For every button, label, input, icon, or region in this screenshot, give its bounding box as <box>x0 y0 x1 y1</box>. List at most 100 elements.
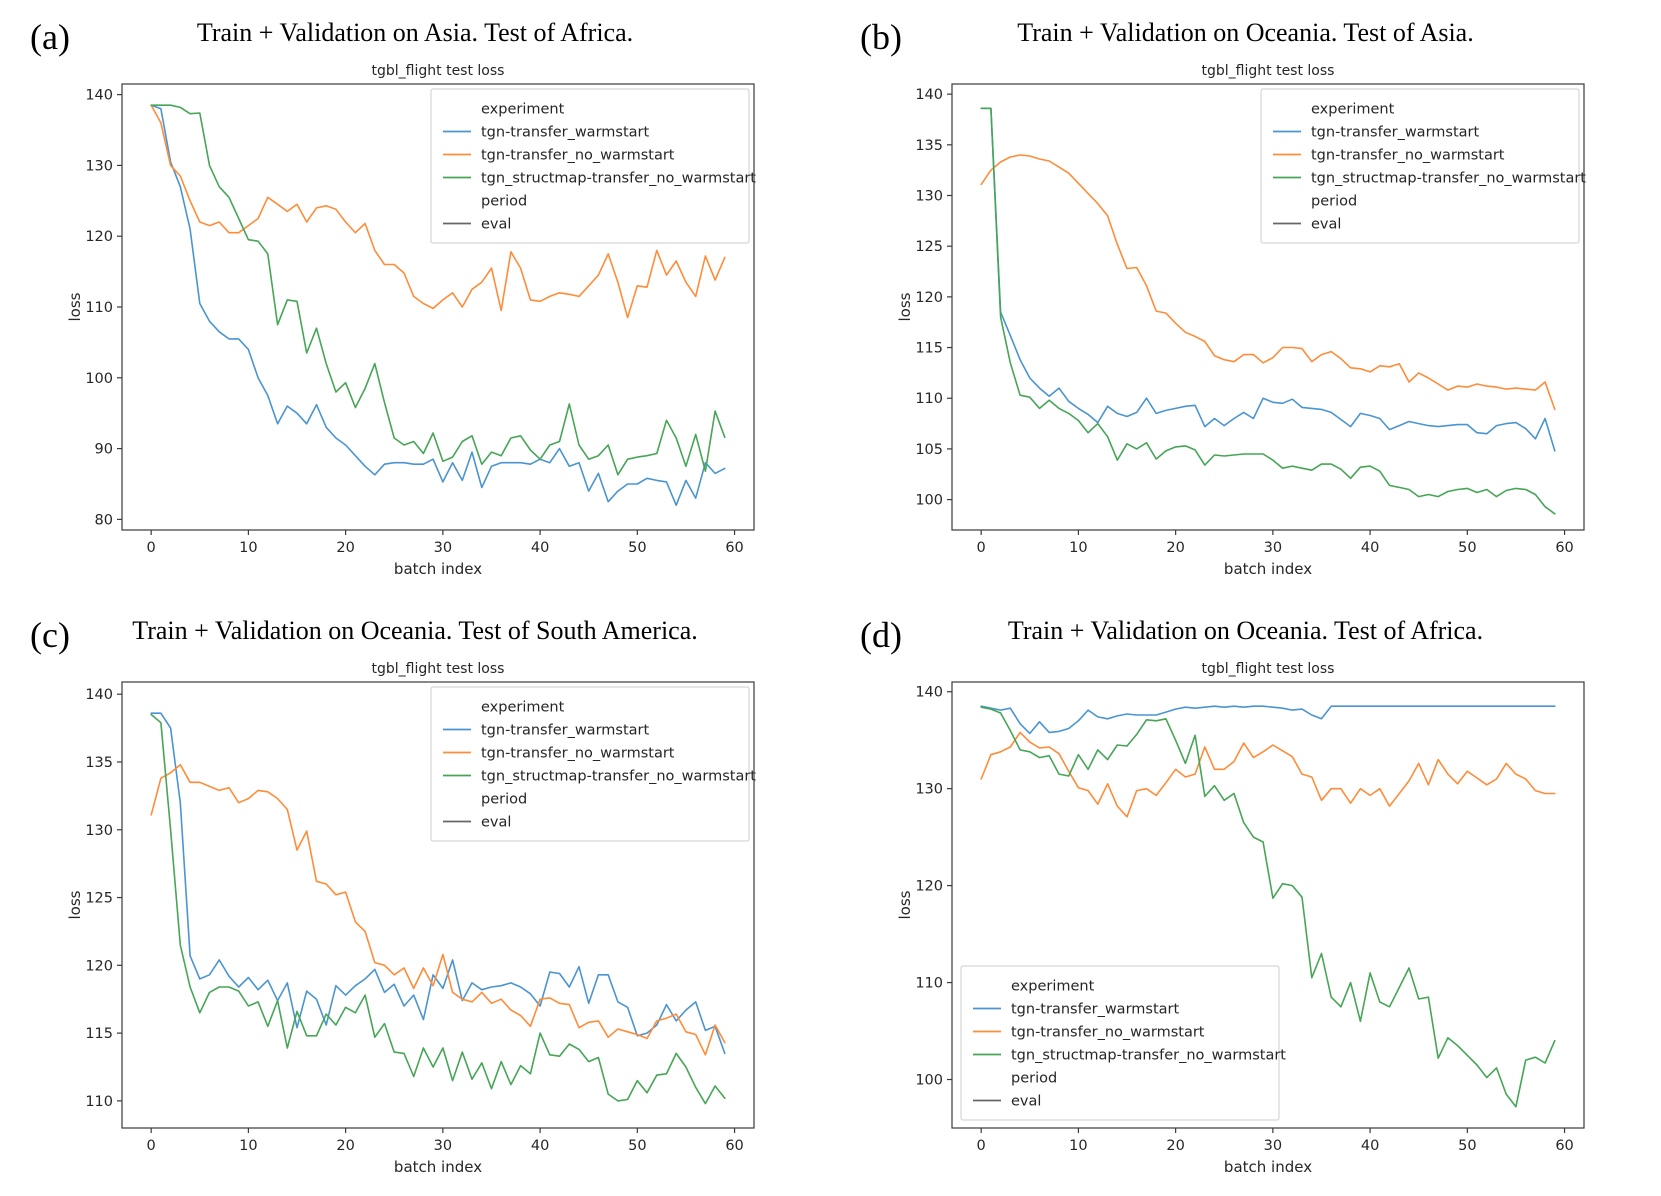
x-tick-label: 30 <box>1264 1138 1282 1154</box>
y-axis-label: loss <box>896 890 914 919</box>
panel-c-chart: tgbl_flight test loss 110 115 120 125 130 135 1… <box>66 661 756 1176</box>
series-line-tgn-transfer_no_warmstart <box>980 154 1556 411</box>
x-tick-label: 30 <box>1264 540 1282 556</box>
panel-b: (b) Train + Validation on Oceania. Test … <box>830 0 1661 598</box>
y-tick-label: 100 <box>915 1073 943 1089</box>
x-tick-label: 0 <box>977 540 986 556</box>
legend-label-tgn-transfer_no_warmstart: tgn-transfer_no_warmstart <box>481 746 675 762</box>
series-line-tgn-transfer_no_warmstart <box>150 104 726 319</box>
y-axis-label: loss <box>66 890 84 919</box>
x-axis-label: batch index <box>1224 560 1312 578</box>
legend-label-tgn_structmap-transfer_no_warmstart: tgn_structmap-transfer_no_warmstart <box>481 171 756 187</box>
x-tick-label: 20 <box>1166 1138 1184 1154</box>
x-tick-label: 50 <box>628 1138 646 1154</box>
x-tick-label: 10 <box>239 1138 257 1154</box>
legend-label-experiment: experiment <box>1311 102 1395 118</box>
y-tick-label: 120 <box>915 290 943 306</box>
series-line-tgn_structmap-transfer_no_warmstart <box>980 107 1556 515</box>
x-tick-label: 60 <box>1555 540 1573 556</box>
panel-b-chart: tgbl_flight test loss1001051101151201251… <box>896 63 1586 578</box>
y-tick-label: 120 <box>85 958 113 974</box>
axes-frame <box>951 83 1585 531</box>
legend-box <box>430 88 750 244</box>
legend-box <box>960 965 1280 1121</box>
legend-label-period: period <box>1311 194 1357 210</box>
y-tick-label: 140 <box>915 87 943 103</box>
x-tick-label: 20 <box>1166 540 1184 556</box>
y-tick-label: 135 <box>85 755 113 771</box>
y-tick-label: 120 <box>85 229 113 245</box>
x-tick-label: 50 <box>1458 540 1476 556</box>
axes-frame <box>951 681 1585 1129</box>
x-tick-label: 0 <box>977 1138 986 1154</box>
y-tick-label: 115 <box>85 1026 113 1042</box>
y-tick-label: 130 <box>915 782 943 798</box>
y-tick-label: 140 <box>915 685 943 701</box>
series-line-tgn_structmap-transfer_no_warmstart <box>150 713 726 1105</box>
axes-title: tgbl_flight test loss <box>1202 661 1335 677</box>
x-tick-label: 30 <box>434 540 452 556</box>
legend-label-eval: eval <box>481 217 511 233</box>
x-tick-label: 40 <box>1361 540 1379 556</box>
panel-b-letter: (b) <box>860 17 902 57</box>
y-tick-label: 110 <box>85 1094 113 1110</box>
series-line-tgn_structmap-transfer_no_warmstart <box>980 706 1556 1108</box>
panel-c-letter: (c) <box>30 615 70 655</box>
y-tick-label: 100 <box>85 371 113 387</box>
x-tick-label: 20 <box>336 540 354 556</box>
y-tick-label: 130 <box>85 823 113 839</box>
legend-label-tgn-transfer_no_warmstart: tgn-transfer_no_warmstart <box>1311 148 1505 164</box>
x-tick-label: 60 <box>725 540 743 556</box>
legend-label-tgn-transfer_warmstart: tgn-transfer_warmstart <box>1011 1002 1179 1018</box>
legend-label-experiment: experiment <box>481 700 565 716</box>
legend-label-tgn_structmap-transfer_no_warmstart: tgn_structmap-transfer_no_warmstart <box>1011 1048 1286 1064</box>
y-tick-label: 110 <box>915 976 943 992</box>
legend-label-tgn_structmap-transfer_no_warmstart: tgn_structmap-transfer_no_warmstart <box>1311 171 1586 187</box>
legend-label-experiment: experiment <box>481 102 565 118</box>
legend-label-period: period <box>1011 1071 1057 1087</box>
axes-title: tgbl_flight test loss <box>1202 63 1335 79</box>
panel-a-letter: (a) <box>30 17 70 57</box>
series-line-tgn-transfer_warmstart <box>980 107 1556 452</box>
x-axis-label: batch index <box>394 1158 482 1176</box>
x-tick-label: 0 <box>147 540 156 556</box>
x-axis-label: batch index <box>394 560 482 578</box>
series-line-tgn-transfer_warmstart <box>980 705 1556 735</box>
x-tick-label: 40 <box>531 540 549 556</box>
series-line-tgn-transfer_no_warmstart <box>150 763 726 1056</box>
axes-title: tgbl_flight test loss <box>372 63 505 79</box>
y-tick-label: 110 <box>85 300 113 316</box>
panel-d-suptitle: Train + Validation on Oceania. Test of A… <box>1007 616 1484 645</box>
legend-label-tgn-transfer_no_warmstart: tgn-transfer_no_warmstart <box>481 148 675 164</box>
legend-label-tgn_structmap-transfer_no_warmstart: tgn_structmap-transfer_no_warmstart <box>481 769 756 785</box>
y-tick-label: 115 <box>915 341 943 357</box>
panel-d-chart: tgbl_flight test loss 100 110 120 130 140 0 10 2… <box>896 661 1585 1176</box>
series-line-tgn_structmap-transfer_no_warmstart <box>150 104 726 476</box>
y-tick-label: 130 <box>915 189 943 205</box>
y-axis-label: loss <box>896 292 914 321</box>
x-tick-label: 10 <box>1069 540 1087 556</box>
panel-d-letter: (d) <box>860 615 902 655</box>
x-tick-label: 40 <box>531 1138 549 1154</box>
y-tick-label: 125 <box>915 239 943 255</box>
axes-title: tgbl_flight test loss <box>372 661 505 677</box>
x-tick-label: 30 <box>434 1138 452 1154</box>
legend-label-experiment: experiment <box>1011 979 1095 995</box>
legend-label-tgn-transfer_warmstart: tgn-transfer_warmstart <box>481 723 649 739</box>
x-tick-label: 0 <box>147 1138 156 1154</box>
legend-label-tgn-transfer_warmstart: tgn-transfer_warmstart <box>481 125 649 141</box>
legend-label-tgn-transfer_warmstart: tgn-transfer_warmstart <box>1311 125 1479 141</box>
y-tick-label: 100 <box>915 493 943 509</box>
legend-label-eval: eval <box>481 815 511 831</box>
y-tick-label: 130 <box>85 158 113 174</box>
y-tick-label: 125 <box>85 891 113 907</box>
y-tick-label: 140 <box>85 88 113 104</box>
legend-label-eval: eval <box>1011 1094 1041 1110</box>
panel-b-suptitle: Train + Validation on Oceania. Test of A… <box>1017 18 1474 47</box>
x-tick-label: 60 <box>1555 1138 1573 1154</box>
series-line-tgn-transfer_warmstart <box>150 104 726 507</box>
x-tick-label: 20 <box>336 1138 354 1154</box>
x-tick-label: 50 <box>628 540 646 556</box>
